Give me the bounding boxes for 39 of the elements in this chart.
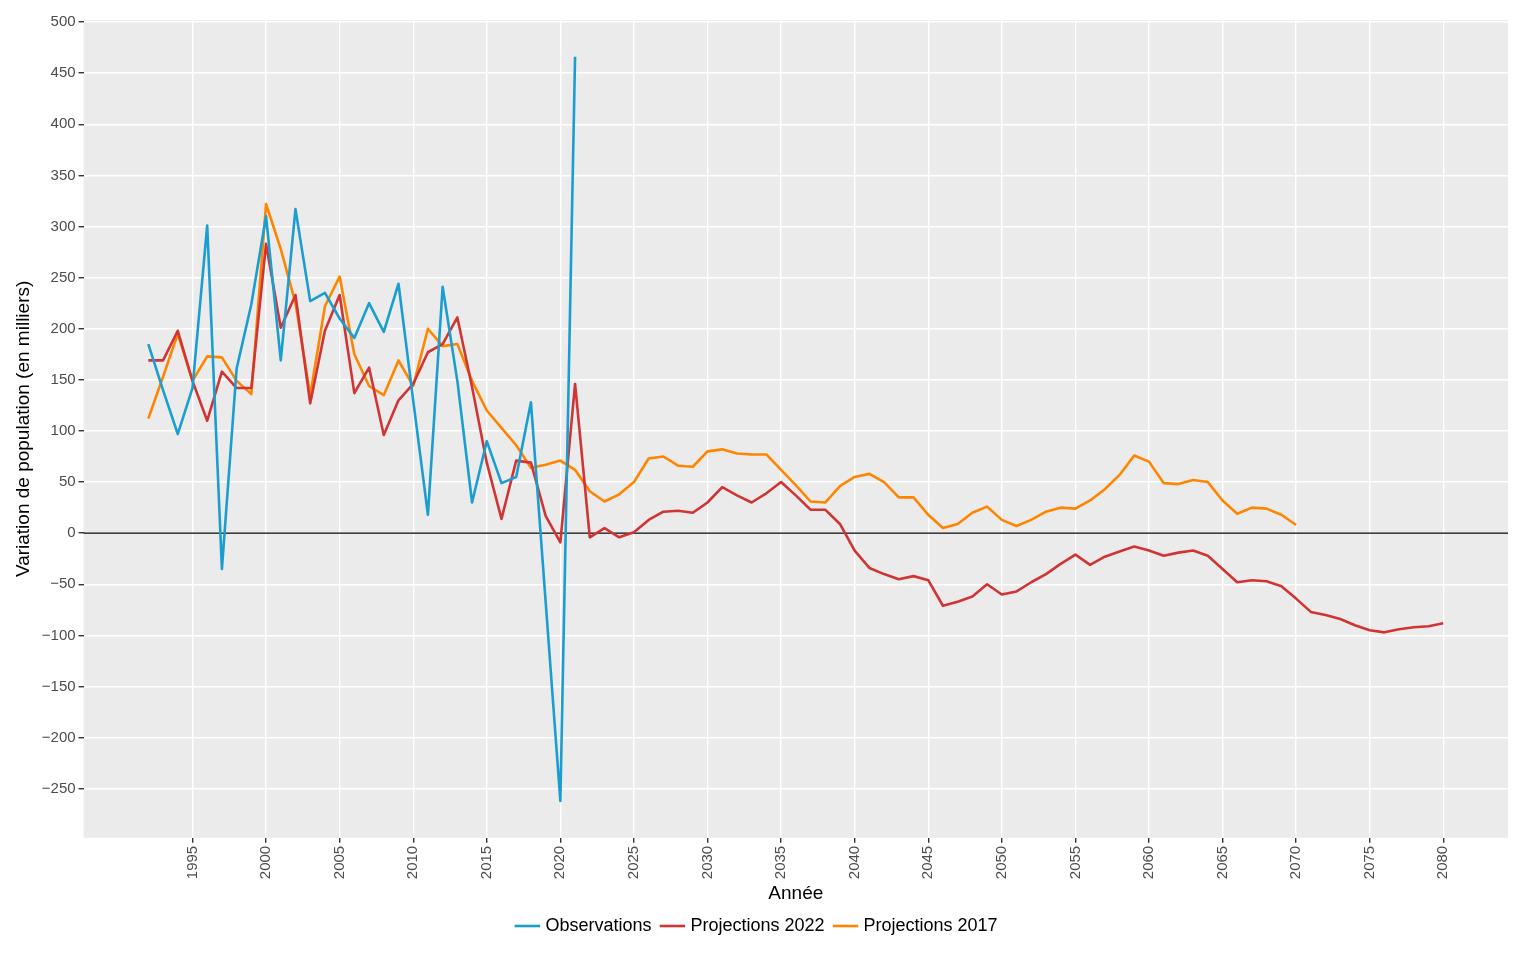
x-tick-label: 2035 — [771, 845, 789, 880]
y-tick-label: 450 — [50, 63, 76, 81]
y-tick-label: 50 — [58, 472, 76, 490]
legend-label: Projections 2017 — [863, 914, 998, 935]
x-tick-label: 2020 — [550, 845, 568, 880]
y-tick-label: 150 — [50, 369, 76, 387]
y-tick-label: −150 — [41, 676, 76, 694]
legend-label: Observations — [545, 914, 652, 935]
x-tick-label: 2040 — [844, 845, 862, 880]
x-tick-label: 2010 — [403, 845, 421, 880]
y-tick-label: −250 — [41, 778, 76, 796]
x-tick-label: 2070 — [1286, 845, 1304, 880]
x-tick-label: 2015 — [476, 845, 494, 880]
x-tick-label: 2050 — [991, 845, 1009, 880]
x-tick-label: 1995 — [182, 845, 200, 880]
x-tick-label: 2065 — [1212, 845, 1230, 880]
y-tick-label: 100 — [50, 421, 76, 439]
x-tick-label: 2060 — [1139, 845, 1157, 880]
x-tick-label: 2025 — [624, 845, 642, 880]
y-tick-label: 350 — [50, 165, 76, 183]
y-tick-label: −200 — [41, 727, 76, 745]
x-tick-label: 2000 — [256, 845, 274, 880]
x-axis-title: Année — [768, 881, 824, 903]
legend-label: Projections 2022 — [690, 914, 825, 935]
x-tick-label: 2045 — [918, 845, 936, 880]
y-tick-label: 200 — [50, 318, 76, 336]
y-tick-label: −50 — [50, 574, 76, 592]
y-tick-label: −100 — [41, 625, 76, 643]
y-tick-label: 500 — [50, 12, 76, 30]
y-tick-label: 0 — [67, 523, 76, 541]
x-tick-label: 2055 — [1065, 845, 1083, 880]
y-tick-label: 300 — [50, 216, 76, 234]
x-tick-label: 2080 — [1433, 845, 1451, 880]
y-tick-label: 250 — [50, 267, 76, 285]
y-tick-label: 400 — [50, 114, 76, 132]
x-tick-label: 2030 — [697, 845, 715, 880]
x-tick-label: 2005 — [329, 845, 347, 880]
y-axis-title: Variation de population (en milliers) — [11, 280, 33, 578]
x-tick-label: 2075 — [1359, 845, 1377, 880]
